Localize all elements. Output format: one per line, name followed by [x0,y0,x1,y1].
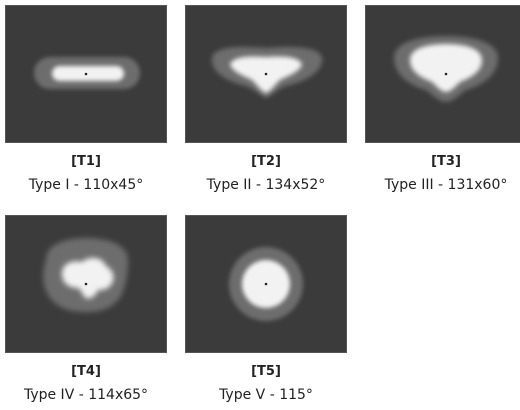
light-distribution-graphic [229,247,303,321]
center-dot [444,72,448,76]
center-dot [84,282,88,286]
pattern-label: Type I - 110x45° [28,177,144,193]
light-distribution-graphic [43,238,128,312]
pattern-tile-t5[interactable]: [T5] Type V - 115° [185,215,347,404]
light-distribution-graphic [394,36,498,102]
pattern-tile-t2[interactable]: [T2] Type II - 134x52° [185,5,347,194]
pattern-code: [T4] [71,364,101,379]
pattern-tile-t4[interactable]: [T4] Type IV - 114x65° [5,215,167,404]
pattern-code: [T5] [251,364,281,379]
inner-zone [52,66,124,81]
pattern-thumbnail-t3[interactable] [365,5,520,143]
pattern-thumbnail-t1[interactable] [5,5,167,143]
pattern-label: Type V - 115° [219,387,313,403]
pattern-thumbnail-t4[interactable] [5,215,167,353]
pattern-thumbnail-t2[interactable] [185,5,347,143]
light-distribution-graphic [211,47,323,98]
pattern-label: Type IV - 114x65° [23,387,149,403]
center-dot [264,72,268,76]
pattern-label: Type III - 131x60° [384,177,508,193]
inner-zone [410,44,482,92]
light-distribution-graphic [34,57,140,89]
pattern-label: Type II - 134x52° [206,177,326,193]
pattern-code: [T1] [71,154,101,169]
pattern-code: [T2] [251,154,281,169]
pattern-tile-t3[interactable]: [T3] Type III - 131x60° [365,5,520,194]
pattern-thumbnail-t5[interactable] [185,215,347,353]
center-dot [264,282,268,286]
inner-zone [62,257,114,299]
pattern-code: [T3] [431,154,461,169]
center-dot [84,72,88,76]
pattern-tile-t1[interactable]: [T1] Type I - 110x45° [5,5,167,194]
